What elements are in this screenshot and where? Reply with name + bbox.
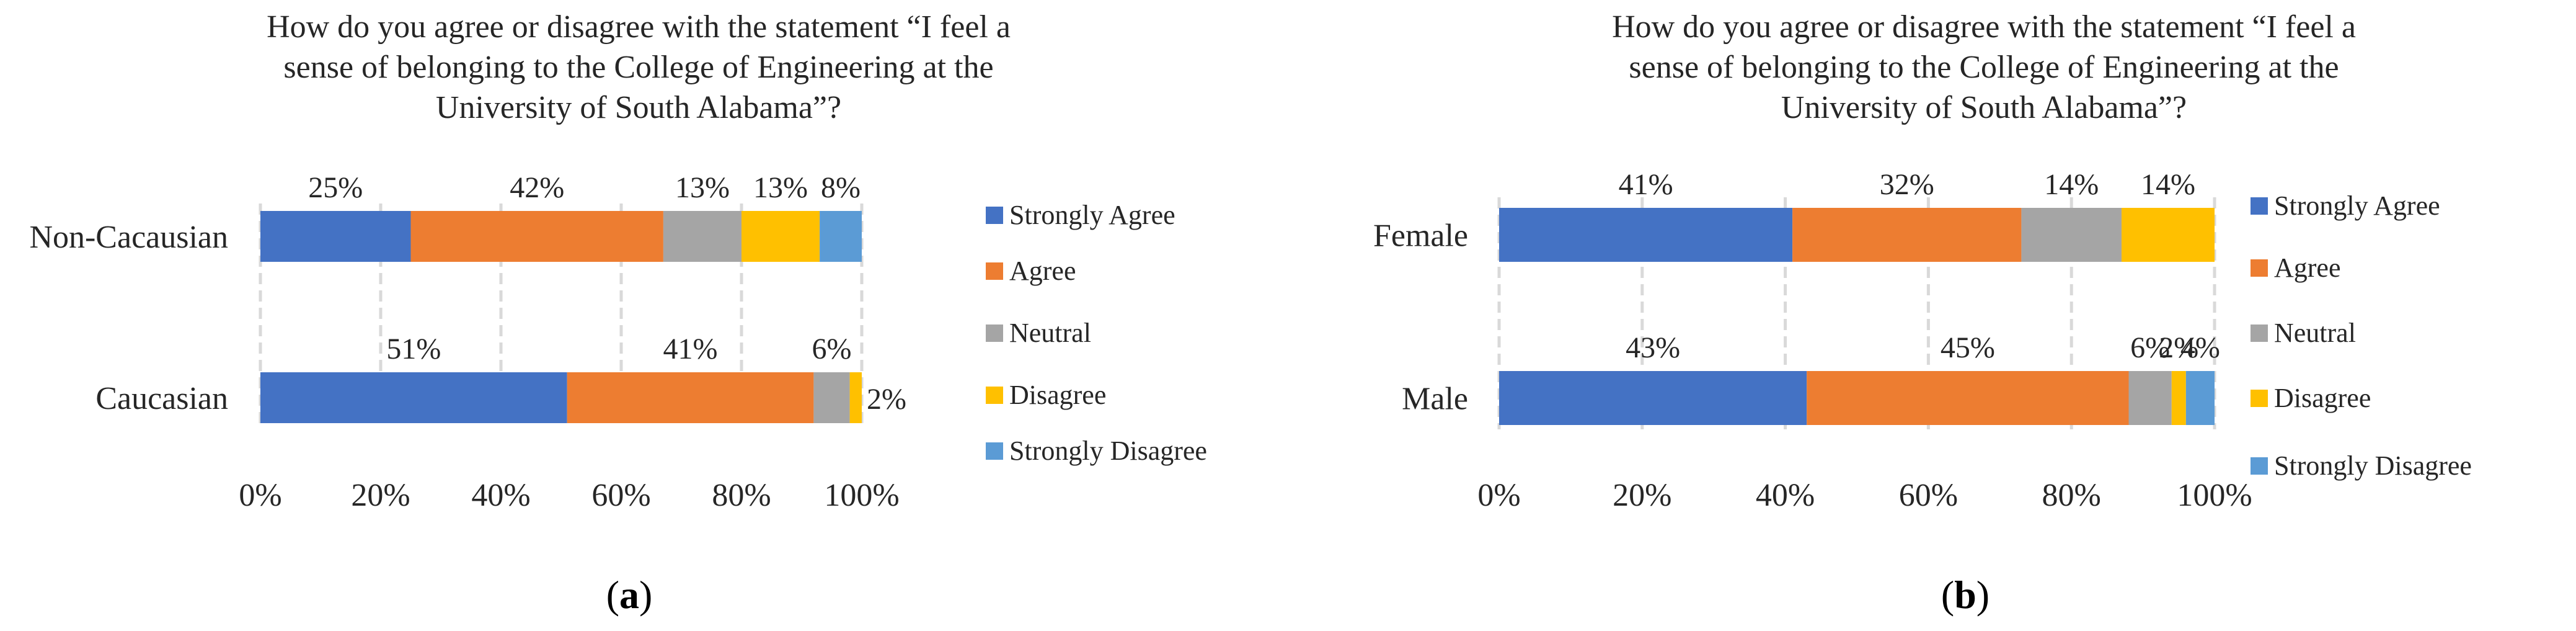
legend-label: Agree bbox=[1009, 256, 1076, 286]
data-label: 13% bbox=[675, 171, 730, 204]
x-tick-label: 20% bbox=[1613, 478, 1671, 513]
category-label: Female bbox=[1373, 218, 1468, 254]
bar-segment bbox=[567, 372, 814, 423]
data-label: 4% bbox=[2180, 331, 2220, 364]
bar-segment bbox=[820, 211, 862, 262]
panel-label: (b) bbox=[1941, 573, 1990, 617]
legend-label: Strongly Disagree bbox=[2274, 450, 2472, 481]
chart-panel-a: How do you agree or disagree with the st… bbox=[29, 9, 1207, 617]
bar-segment bbox=[2021, 208, 2122, 262]
bar-segment bbox=[260, 211, 411, 262]
bar-segment bbox=[1792, 208, 2022, 262]
data-label: 14% bbox=[2044, 168, 2099, 201]
chart-panel-b: How do you agree or disagree with the st… bbox=[1373, 9, 2472, 617]
bar-segment bbox=[813, 372, 850, 423]
bar-segment bbox=[2171, 371, 2186, 425]
legend-swatch bbox=[986, 207, 1003, 224]
legend-label: Neutral bbox=[2274, 318, 2356, 348]
chart-title-line: University of South Alabama”? bbox=[1781, 90, 2187, 125]
x-tick-label: 80% bbox=[2042, 478, 2101, 513]
legend-swatch bbox=[2251, 457, 2268, 475]
x-tick-label: 100% bbox=[824, 478, 899, 513]
legend-swatch bbox=[986, 324, 1003, 342]
data-label: 8% bbox=[821, 171, 861, 204]
panel-label: (a) bbox=[606, 573, 653, 617]
legend-label: Neutral bbox=[1009, 318, 1091, 348]
x-tick-label: 40% bbox=[1756, 478, 1815, 513]
data-label: 13% bbox=[753, 171, 808, 204]
bar-segment bbox=[663, 211, 741, 262]
legend-label: Strongly Disagree bbox=[1009, 436, 1207, 466]
legend-swatch bbox=[2251, 259, 2268, 277]
x-tick-label: 60% bbox=[591, 478, 650, 513]
x-tick-label: 80% bbox=[712, 478, 771, 513]
data-label: 51% bbox=[386, 333, 441, 365]
data-label: 43% bbox=[1626, 331, 1680, 364]
x-tick-label: 40% bbox=[471, 478, 530, 513]
x-tick-label: 60% bbox=[1899, 478, 1958, 513]
data-label: 41% bbox=[1619, 168, 1673, 201]
legend-label: Strongly Agree bbox=[1009, 200, 1175, 230]
data-label: 2% bbox=[2159, 331, 2198, 364]
category-label: Non-Cacausian bbox=[29, 220, 228, 255]
bar-segment bbox=[260, 372, 567, 423]
bar-segment bbox=[2185, 371, 2215, 425]
legend-label: Agree bbox=[2274, 253, 2341, 283]
bar-segment bbox=[1499, 371, 1807, 425]
legend-label: Strongly Agree bbox=[2274, 190, 2440, 221]
legend-swatch bbox=[2251, 324, 2268, 342]
category-label: Caucasian bbox=[95, 381, 228, 416]
data-label: 6% bbox=[812, 333, 852, 365]
data-label: 25% bbox=[308, 171, 363, 204]
bar-segment bbox=[1807, 371, 2129, 425]
data-label: 45% bbox=[1941, 331, 1995, 364]
chart-title-line: sense of belonging to the College of Eng… bbox=[283, 50, 993, 85]
chart-title-line: sense of belonging to the College of Eng… bbox=[1629, 50, 2339, 85]
legend-label: Disagree bbox=[1009, 380, 1106, 410]
x-tick-label: 0% bbox=[239, 478, 281, 513]
data-label: 14% bbox=[2141, 168, 2195, 201]
bar-segment bbox=[741, 211, 820, 262]
x-tick-label: 20% bbox=[351, 478, 410, 513]
chart-title-line: How do you agree or disagree with the st… bbox=[1612, 9, 2356, 45]
legend-swatch bbox=[986, 387, 1003, 404]
chart-title-line: How do you agree or disagree with the st… bbox=[267, 9, 1011, 45]
legend-swatch bbox=[2251, 197, 2268, 215]
chart-title-line: University of South Alabama”? bbox=[436, 90, 841, 125]
bar-segment bbox=[2121, 208, 2215, 262]
x-tick-label: 0% bbox=[1477, 478, 1520, 513]
bar-segment bbox=[1499, 208, 1793, 262]
bar-segment bbox=[410, 211, 663, 262]
bar-segment bbox=[849, 372, 862, 423]
legend-swatch bbox=[986, 262, 1003, 280]
data-label: 2% bbox=[867, 383, 906, 416]
data-label: 41% bbox=[663, 333, 718, 365]
x-tick-label: 100% bbox=[2177, 478, 2252, 513]
legend-swatch bbox=[2251, 390, 2268, 407]
data-label: 6% bbox=[2130, 331, 2170, 364]
legend-label: Disagree bbox=[2274, 383, 2371, 413]
data-label: 32% bbox=[1880, 168, 1934, 201]
legend-swatch bbox=[986, 442, 1003, 460]
category-label: Male bbox=[1402, 382, 1468, 417]
data-label: 42% bbox=[510, 171, 564, 204]
bar-segment bbox=[2128, 371, 2172, 425]
